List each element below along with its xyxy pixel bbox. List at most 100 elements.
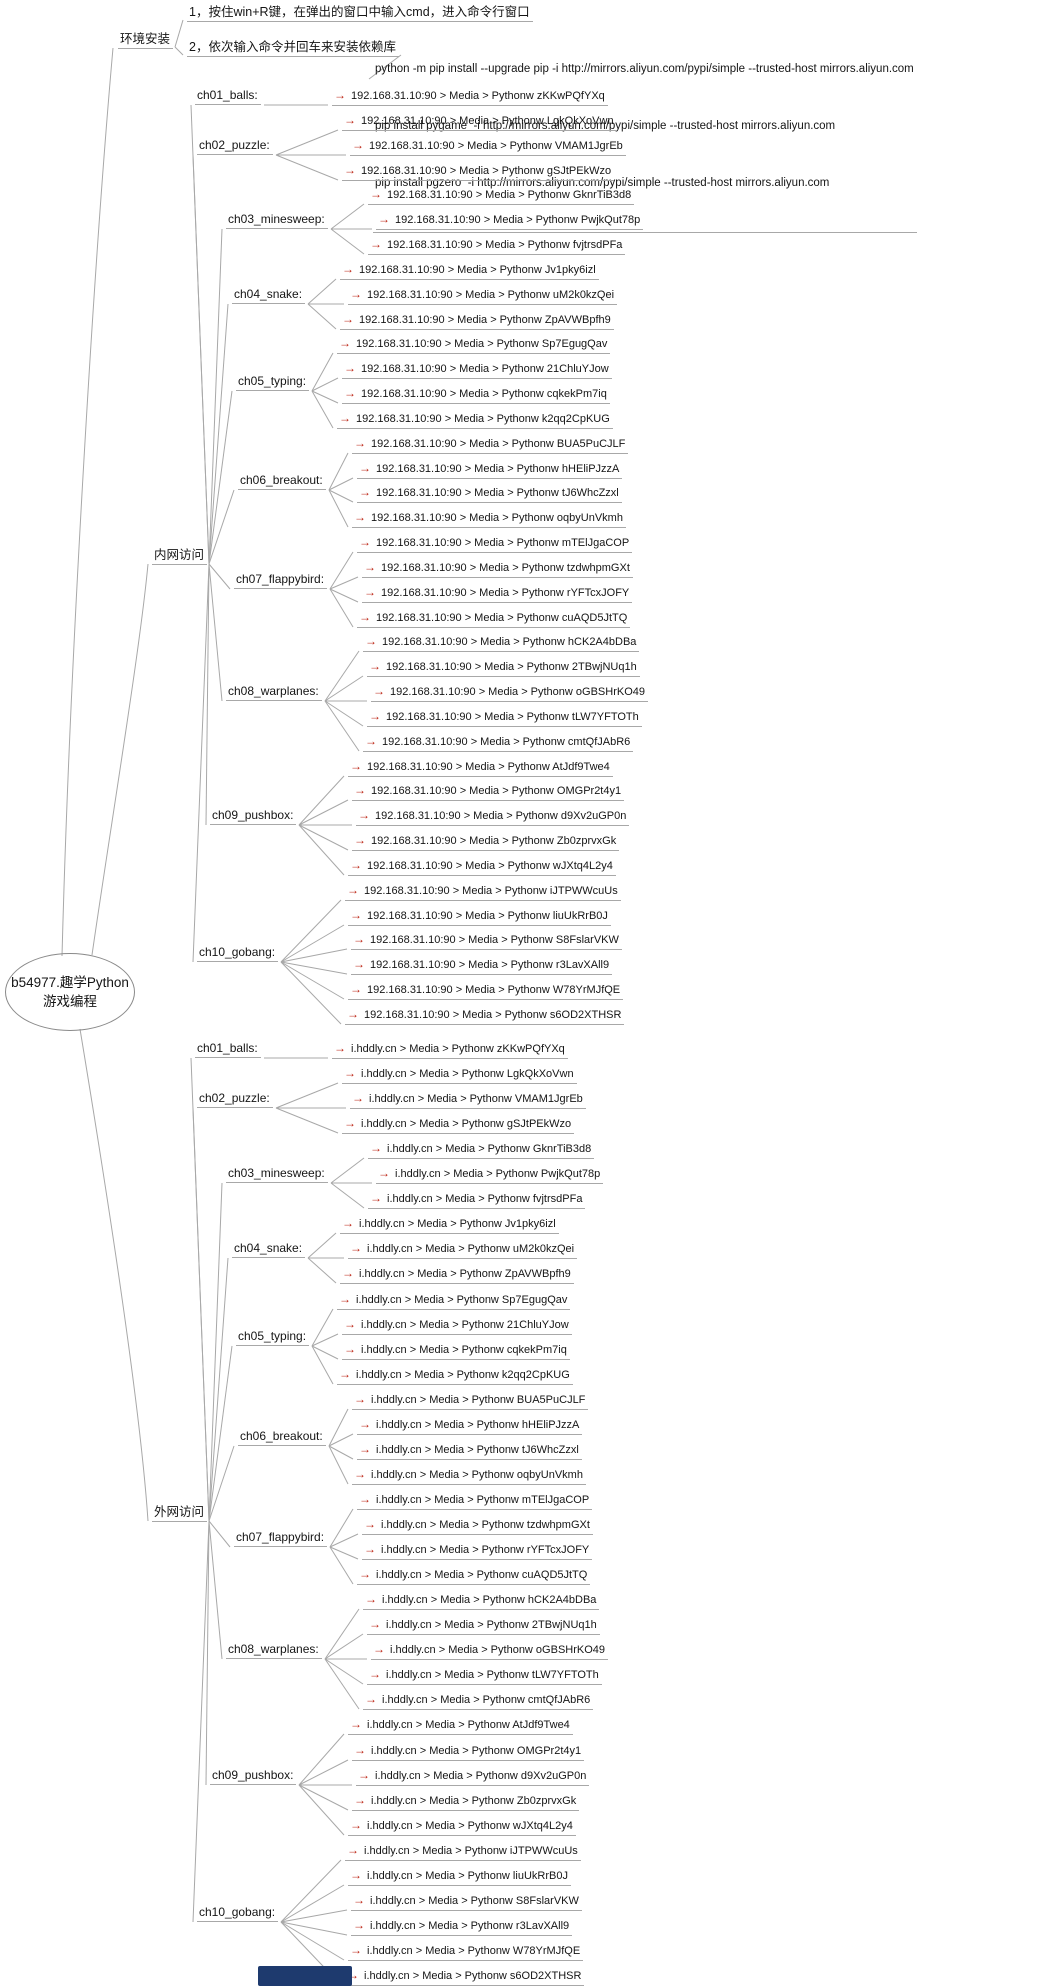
leaf-internet-OMGPr2t4y1[interactable]: → i.hddly.cn > Media > Pythonw OMGPr2t4y1 <box>352 1743 585 1761</box>
leaf-internet-d9Xv2uGP0n[interactable]: → i.hddly.cn > Media > Pythonw d9Xv2uGP0n <box>356 1768 590 1786</box>
leaf-internet-Sp7EgugQav[interactable]: → i.hddly.cn > Media > Pythonw Sp7EgugQav <box>337 1292 571 1310</box>
leaf-internet-2TBwjNUq1h[interactable]: → i.hddly.cn > Media > Pythonw 2TBwjNUq1h <box>367 1617 600 1635</box>
leaf-internet-fvjtrsdPFa[interactable]: → i.hddly.cn > Media > Pythonw fvjtrsdPFa <box>368 1191 586 1209</box>
leaf-intranet-uM2k0kzQei[interactable]: → 192.168.31.10:90 > Media > Pythonw uM2k… <box>348 287 618 305</box>
leaf-intranet-rYFTcxJOFY[interactable]: → 192.168.31.10:90 > Media > Pythonw rYFT… <box>362 585 633 603</box>
leaf-internet-PwjkQut78p[interactable]: → i.hddly.cn > Media > Pythonw PwjkQut78p <box>376 1166 604 1184</box>
leaf-internet-cuAQD5JtTQ[interactable]: → i.hddly.cn > Media > Pythonw cuAQD5JtTQ <box>357 1567 591 1585</box>
leaf-internet-mTElJgaCOP[interactable]: → i.hddly.cn > Media > Pythonw mTElJgaCOP <box>357 1492 593 1510</box>
leaf-internet-tLW7YFTOTh[interactable]: → i.hddly.cn > Media > Pythonw tLW7YFTOTh <box>367 1667 602 1685</box>
leaf-intranet-AtJdf9Twe4[interactable]: → 192.168.31.10:90 > Media > Pythonw AtJd… <box>348 759 613 777</box>
leaf-intranet-OMGPr2t4y1[interactable]: → 192.168.31.10:90 > Media > Pythonw OMGP… <box>352 783 625 801</box>
leaf-internet-Jv1pky6izl[interactable]: → i.hddly.cn > Media > Pythonw Jv1pky6izl <box>340 1216 559 1234</box>
leaf-intranet-GknrTiB3d8[interactable]: → 192.168.31.10:90 > Media > Pythonw Gknr… <box>368 187 635 205</box>
chapter-intranet-ch06_breakout[interactable]: ch06_breakout: <box>238 473 326 490</box>
chapter-internet-ch03_minesweep[interactable]: ch03_minesweep: <box>226 1166 328 1184</box>
leaf-internet-Zb0zprvxGk[interactable]: → i.hddly.cn > Media > Pythonw Zb0zprvxGk <box>352 1793 580 1811</box>
leaf-internet-VMAM1JgrEb[interactable]: → i.hddly.cn > Media > Pythonw VMAM1JgrEb <box>350 1091 586 1109</box>
leaf-intranet-r3LavXAll9[interactable]: → 192.168.31.10:90 > Media > Pythonw r3La… <box>351 957 613 975</box>
leaf-intranet-k2qq2CpKUG[interactable]: → 192.168.31.10:90 > Media > Pythonw k2qq… <box>337 411 613 429</box>
section-internet[interactable]: 外网访问 <box>152 1504 208 1522</box>
leaf-internet-GknrTiB3d8[interactable]: → i.hddly.cn > Media > Pythonw GknrTiB3d8 <box>368 1141 595 1159</box>
leaf-intranet-2TBwjNUq1h[interactable]: → 192.168.31.10:90 > Media > Pythonw 2TBw… <box>367 659 640 677</box>
leaf-internet-W78YrMJfQE[interactable]: → i.hddly.cn > Media > Pythonw W78YrMJfQE <box>348 1943 584 1961</box>
chapter-internet-ch05_typing[interactable]: ch05_typing: <box>236 1329 310 1347</box>
root-node[interactable]: b54977.趣学Python 游戏编程 <box>5 953 135 1031</box>
leaf-intranet-gSJtPEkWzo[interactable]: → 192.168.31.10:90 > Media > Pythonw gSJt… <box>342 163 615 181</box>
leaf-internet-tJ6WhcZzxl[interactable]: → i.hddly.cn > Media > Pythonw tJ6WhcZzxl <box>357 1442 582 1460</box>
leaf-internet-liuUkRrB0J[interactable]: → i.hddly.cn > Media > Pythonw liuUkRrB0J <box>348 1868 571 1886</box>
chapter-internet-ch10_gobang[interactable]: ch10_gobang: <box>197 1905 279 1923</box>
leaf-intranet-cqkekPm7iq[interactable]: → 192.168.31.10:90 > Media > Pythonw cqke… <box>342 386 610 404</box>
chapter-intranet-ch01_balls[interactable]: ch01_balls: <box>195 88 261 105</box>
leaf-internet-oGBSHrKO49[interactable]: → i.hddly.cn > Media > Pythonw oGBSHrKO49 <box>371 1642 609 1660</box>
leaf-internet-oqbyUnVkmh[interactable]: → i.hddly.cn > Media > Pythonw oqbyUnVkmh <box>352 1467 586 1485</box>
leaf-intranet-tLW7YFTOTh[interactable]: → 192.168.31.10:90 > Media > Pythonw tLW7… <box>367 709 642 727</box>
leaf-internet-r3LavXAll9[interactable]: → i.hddly.cn > Media > Pythonw r3LavXAll9 <box>351 1918 573 1936</box>
leaf-intranet-fvjtrsdPFa[interactable]: → 192.168.31.10:90 > Media > Pythonw fvjt… <box>368 237 626 255</box>
leaf-intranet-tJ6WhcZzxl[interactable]: → 192.168.31.10:90 > Media > Pythonw tJ6W… <box>357 485 622 503</box>
leaf-intranet-hCK2A4bDBa[interactable]: → 192.168.31.10:90 > Media > Pythonw hCK2… <box>363 634 640 652</box>
leaf-internet-BUA5PuCJLF[interactable]: → i.hddly.cn > Media > Pythonw BUA5PuCJLF <box>352 1392 589 1410</box>
leaf-intranet-S8FslarVKW[interactable]: → 192.168.31.10:90 > Media > Pythonw S8Fs… <box>351 932 622 950</box>
chapter-internet-ch01_balls[interactable]: ch01_balls: <box>195 1041 261 1058</box>
leaf-intranet-BUA5PuCJLF[interactable]: → 192.168.31.10:90 > Media > Pythonw BUA5… <box>352 436 629 454</box>
chapter-intranet-ch04_snake[interactable]: ch04_snake: <box>232 287 306 304</box>
leaf-intranet-zKKwPQfYXq[interactable]: → 192.168.31.10:90 > Media > Pythonw zKKw… <box>332 88 608 106</box>
branch-env-install[interactable]: 环境安装 <box>118 31 174 49</box>
chapter-internet-ch07_flappybird[interactable]: ch07_flappybird: <box>234 1530 328 1547</box>
env-step2-node[interactable]: 2，依次输入命令并回车来安装依赖库 <box>187 39 399 57</box>
section-intranet[interactable]: 内网访问 <box>152 547 208 565</box>
leaf-internet-LgkQkXoVwn[interactable]: → i.hddly.cn > Media > Pythonw LgkQkXoVwn <box>342 1066 577 1084</box>
leaf-internet-hCK2A4bDBa[interactable]: → i.hddly.cn > Media > Pythonw hCK2A4bDBa <box>363 1592 600 1610</box>
chapter-internet-ch06_breakout[interactable]: ch06_breakout: <box>238 1429 326 1447</box>
leaf-internet-ZpAVWBpfh9[interactable]: → i.hddly.cn > Media > Pythonw ZpAVWBpfh9 <box>340 1266 574 1284</box>
leaf-intranet-s6OD2XTHSR[interactable]: → 192.168.31.10:90 > Media > Pythonw s6OD… <box>345 1007 625 1025</box>
leaf-internet-21ChluYJow[interactable]: → i.hddly.cn > Media > Pythonw 21ChluYJow <box>342 1317 572 1335</box>
chapter-intranet-ch05_typing[interactable]: ch05_typing: <box>236 374 310 391</box>
leaf-internet-zKKwPQfYXq[interactable]: → i.hddly.cn > Media > Pythonw zKKwPQfYXq <box>332 1041 568 1059</box>
leaf-intranet-wJXtq4L2y4[interactable]: → 192.168.31.10:90 > Media > Pythonw wJXt… <box>348 858 616 876</box>
chapter-intranet-ch08_warplanes[interactable]: ch08_warplanes: <box>226 684 322 702</box>
leaf-intranet-Sp7EgugQav[interactable]: → 192.168.31.10:90 > Media > Pythonw Sp7E… <box>337 336 611 354</box>
chapter-internet-ch02_puzzle[interactable]: ch02_puzzle: <box>197 1091 273 1109</box>
leaf-intranet-oqbyUnVkmh[interactable]: → 192.168.31.10:90 > Media > Pythonw oqby… <box>352 510 626 528</box>
env-step1-node[interactable]: 1，按住win+R键，在弹出的窗口中输入cmd，进入命令行窗口 <box>187 4 533 22</box>
leaf-internet-cqkekPm7iq[interactable]: → i.hddly.cn > Media > Pythonw cqkekPm7iq <box>342 1342 570 1360</box>
chapter-internet-ch09_pushbox[interactable]: ch09_pushbox: <box>210 1768 297 1785</box>
leaf-internet-AtJdf9Twe4[interactable]: → i.hddly.cn > Media > Pythonw AtJdf9Twe4 <box>348 1717 573 1735</box>
chapter-intranet-ch02_puzzle[interactable]: ch02_puzzle: <box>197 138 273 155</box>
leaf-internet-wJXtq4L2y4[interactable]: → i.hddly.cn > Media > Pythonw wJXtq4L2y4 <box>348 1818 576 1836</box>
leaf-intranet-21ChluYJow[interactable]: → 192.168.31.10:90 > Media > Pythonw 21Ch… <box>342 361 612 379</box>
leaf-internet-hHEliPJzzA[interactable]: → i.hddly.cn > Media > Pythonw hHEliPJzzA <box>357 1417 583 1435</box>
leaf-intranet-d9Xv2uGP0n[interactable]: → 192.168.31.10:90 > Media > Pythonw d9Xv… <box>356 808 630 826</box>
leaf-internet-iJTPWWcuUs[interactable]: → i.hddly.cn > Media > Pythonw iJTPWWcuUs <box>345 1843 581 1861</box>
leaf-internet-S8FslarVKW[interactable]: → i.hddly.cn > Media > Pythonw S8FslarVKW <box>351 1893 582 1911</box>
leaf-intranet-ZpAVWBpfh9[interactable]: → 192.168.31.10:90 > Media > Pythonw ZpAV… <box>340 312 614 330</box>
leaf-intranet-W78YrMJfQE[interactable]: → 192.168.31.10:90 > Media > Pythonw W78Y… <box>348 982 624 1000</box>
leaf-intranet-tzdwhpmGXt[interactable]: → 192.168.31.10:90 > Media > Pythonw tzdw… <box>362 560 633 578</box>
leaf-intranet-cmtQfJAbR6[interactable]: → 192.168.31.10:90 > Media > Pythonw cmtQ… <box>363 734 634 752</box>
leaf-internet-rYFTcxJOFY[interactable]: → i.hddly.cn > Media > Pythonw rYFTcxJOFY <box>362 1542 593 1560</box>
leaf-internet-uM2k0kzQei[interactable]: → i.hddly.cn > Media > Pythonw uM2k0kzQei <box>348 1241 578 1259</box>
leaf-intranet-PwjkQut78p[interactable]: → 192.168.31.10:90 > Media > Pythonw Pwjk… <box>376 212 644 230</box>
leaf-intranet-LgkQkXoVwn[interactable]: → 192.168.31.10:90 > Media > Pythonw LgkQ… <box>342 113 617 131</box>
leaf-internet-s6OD2XTHSR[interactable]: → i.hddly.cn > Media > Pythonw s6OD2XTHSR <box>345 1968 585 1986</box>
chapter-internet-ch04_snake[interactable]: ch04_snake: <box>232 1241 306 1259</box>
chapter-intranet-ch09_pushbox[interactable]: ch09_pushbox: <box>210 808 297 826</box>
leaf-intranet-liuUkRrB0J[interactable]: → 192.168.31.10:90 > Media > Pythonw liuU… <box>348 908 611 926</box>
leaf-internet-k2qq2CpKUG[interactable]: → i.hddly.cn > Media > Pythonw k2qq2CpKUG <box>337 1367 573 1385</box>
leaf-intranet-oGBSHrKO49[interactable]: → 192.168.31.10:90 > Media > Pythonw oGBS… <box>371 684 648 702</box>
leaf-intranet-iJTPWWcuUs[interactable]: → 192.168.31.10:90 > Media > Pythonw iJTP… <box>345 883 621 901</box>
leaf-intranet-hHEliPJzzA[interactable]: → 192.168.31.10:90 > Media > Pythonw hHEl… <box>357 461 623 479</box>
leaf-intranet-Zb0zprvxGk[interactable]: → 192.168.31.10:90 > Media > Pythonw Zb0z… <box>352 833 620 851</box>
leaf-internet-tzdwhpmGXt[interactable]: → i.hddly.cn > Media > Pythonw tzdwhpmGXt <box>362 1517 593 1535</box>
leaf-internet-cmtQfJAbR6[interactable]: → i.hddly.cn > Media > Pythonw cmtQfJAbR6 <box>363 1692 594 1710</box>
chapter-intranet-ch03_minesweep[interactable]: ch03_minesweep: <box>226 212 328 230</box>
chapter-internet-ch08_warplanes[interactable]: ch08_warplanes: <box>226 1642 322 1660</box>
chapter-intranet-ch10_gobang[interactable]: ch10_gobang: <box>197 945 279 962</box>
chapter-intranet-ch07_flappybird[interactable]: ch07_flappybird: <box>234 572 328 590</box>
leaf-intranet-VMAM1JgrEb[interactable]: → 192.168.31.10:90 > Media > Pythonw VMAM… <box>350 138 626 156</box>
leaf-internet-gSJtPEkWzo[interactable]: → i.hddly.cn > Media > Pythonw gSJtPEkWzo <box>342 1116 575 1134</box>
leaf-intranet-Jv1pky6izl[interactable]: → 192.168.31.10:90 > Media > Pythonw Jv1p… <box>340 262 599 280</box>
